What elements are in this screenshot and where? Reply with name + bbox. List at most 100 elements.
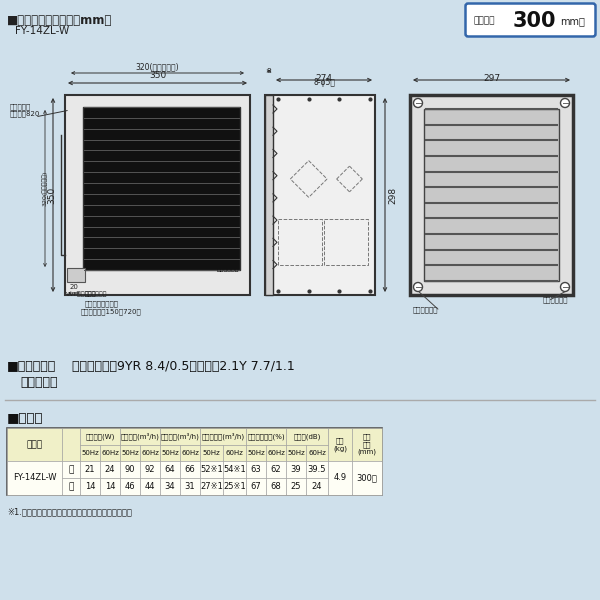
Text: 配線ボックス: 配線ボックス: [85, 292, 107, 297]
Bar: [352, 461, 382, 495]
Text: 14: 14: [85, 482, 95, 491]
Text: 27※1: 27※1: [200, 482, 223, 491]
Bar: [7, 461, 62, 495]
Text: 室外側吸込口: 室外側吸込口: [413, 307, 439, 313]
Text: 品　番: 品 番: [26, 440, 43, 449]
Text: 297: 297: [483, 74, 500, 83]
Bar: [286, 478, 306, 495]
Bar: [424, 109, 559, 281]
Text: 320(本体取付穴): 320(本体取付穴): [136, 62, 179, 71]
Text: 室外側吐出口: 室外側吐出口: [542, 296, 568, 303]
Bar: [306, 478, 328, 495]
Bar: [160, 445, 180, 461]
Bar: [223, 445, 246, 461]
Bar: [140, 478, 160, 495]
Text: 消費電力(W): 消費電力(W): [85, 433, 115, 440]
Bar: [265, 95, 273, 295]
Text: 埋込
寸法
(mm): 埋込 寸法 (mm): [358, 434, 377, 455]
Bar: [120, 428, 160, 445]
Text: 騒　音(dB): 騒 音(dB): [293, 433, 320, 440]
Text: 25: 25: [291, 482, 301, 491]
Text: 92: 92: [145, 465, 155, 474]
Text: 温度交換効率(%): 温度交換効率(%): [247, 433, 285, 440]
Bar: [246, 428, 286, 445]
Bar: [7, 428, 62, 461]
Text: 54※1: 54※1: [223, 465, 246, 474]
Text: 274: 274: [316, 74, 332, 83]
Bar: [223, 461, 246, 478]
Text: 60Hz: 60Hz: [181, 450, 199, 456]
Text: 50Hz: 50Hz: [161, 450, 179, 456]
Bar: [160, 428, 200, 445]
Text: 室内側吐出口: 室内側吐出口: [84, 112, 107, 118]
Bar: [246, 461, 266, 478]
Text: 62: 62: [271, 465, 281, 474]
Text: 電源コード
有効長約820: 電源コード 有効長約820: [10, 103, 40, 117]
Bar: [265, 95, 375, 295]
Bar: [65, 95, 250, 295]
Text: 質量
(kg): 質量 (kg): [333, 437, 347, 452]
Bar: [120, 478, 140, 495]
Text: ■外形寸法図（単位：mm）: ■外形寸法図（単位：mm）: [7, 14, 112, 27]
Text: 68: 68: [271, 482, 281, 491]
Text: 31: 31: [185, 482, 196, 491]
Text: 25※1: 25※1: [223, 482, 246, 491]
Bar: [286, 428, 328, 445]
Circle shape: [413, 283, 422, 292]
Bar: [160, 478, 180, 495]
Text: 有効換気量(m³/h): 有効換気量(m³/h): [202, 433, 245, 440]
Bar: [160, 461, 180, 478]
Text: ※1.屋外フード組合せ時の有効換気量は異なります。: ※1.屋外フード組合せ時の有効換気量は異なります。: [7, 507, 132, 516]
Text: FY-14ZL-W: FY-14ZL-W: [13, 473, 56, 482]
Circle shape: [560, 283, 569, 292]
Bar: [246, 478, 266, 495]
Text: 60Hz: 60Hz: [141, 450, 159, 456]
Bar: [120, 461, 140, 478]
Bar: [7, 428, 382, 495]
Bar: [266, 445, 286, 461]
Text: 埋込寸法: 埋込寸法: [473, 16, 494, 25]
Bar: [80, 461, 100, 478]
Bar: [328, 428, 352, 461]
Bar: [62, 428, 80, 461]
Bar: [286, 461, 306, 478]
Bar: [80, 445, 100, 461]
Bar: [306, 445, 328, 461]
Bar: [80, 478, 100, 495]
Bar: [200, 428, 246, 445]
Text: （近似値）: （近似値）: [20, 376, 58, 389]
Bar: [200, 478, 223, 495]
Text: 60Hz: 60Hz: [267, 450, 285, 456]
FancyBboxPatch shape: [466, 4, 595, 37]
Bar: [62, 461, 80, 478]
Text: 8: 8: [267, 68, 271, 74]
Bar: [180, 445, 200, 461]
Text: 24: 24: [105, 465, 115, 474]
Bar: [180, 461, 200, 478]
Text: ■特性表: ■特性表: [7, 412, 44, 425]
Text: 弱: 弱: [68, 482, 74, 491]
Text: 60Hz: 60Hz: [226, 450, 244, 456]
Bar: [266, 478, 286, 495]
Bar: [200, 445, 223, 461]
Text: 90: 90: [125, 465, 135, 474]
Text: 298: 298: [388, 187, 397, 203]
Bar: [266, 461, 286, 478]
Text: ：ルーバー　9YR 8.4/0.5　本体　2.1Y 7.7/1.1: ：ルーバー 9YR 8.4/0.5 本体 2.1Y 7.7/1.1: [72, 360, 295, 373]
Text: 60Hz: 60Hz: [101, 450, 119, 456]
Text: 50Hz: 50Hz: [121, 450, 139, 456]
Bar: [286, 445, 306, 461]
Circle shape: [413, 98, 422, 107]
Bar: [180, 478, 200, 495]
Text: 4.9: 4.9: [334, 473, 347, 482]
Text: 63: 63: [251, 465, 262, 474]
Text: 46: 46: [125, 482, 136, 491]
Text: 39: 39: [290, 465, 301, 474]
Circle shape: [560, 98, 569, 107]
Text: （調節範囲約150～720）: （調節範囲約150～720）: [81, 308, 142, 315]
Text: 引きひもスイッチ: 引きひもスイッチ: [85, 301, 119, 307]
Text: 350: 350: [47, 187, 56, 203]
Text: 50Hz: 50Hz: [247, 450, 265, 456]
Text: 給気風量(m³/h): 給気風量(m³/h): [161, 433, 199, 440]
Bar: [410, 95, 573, 295]
